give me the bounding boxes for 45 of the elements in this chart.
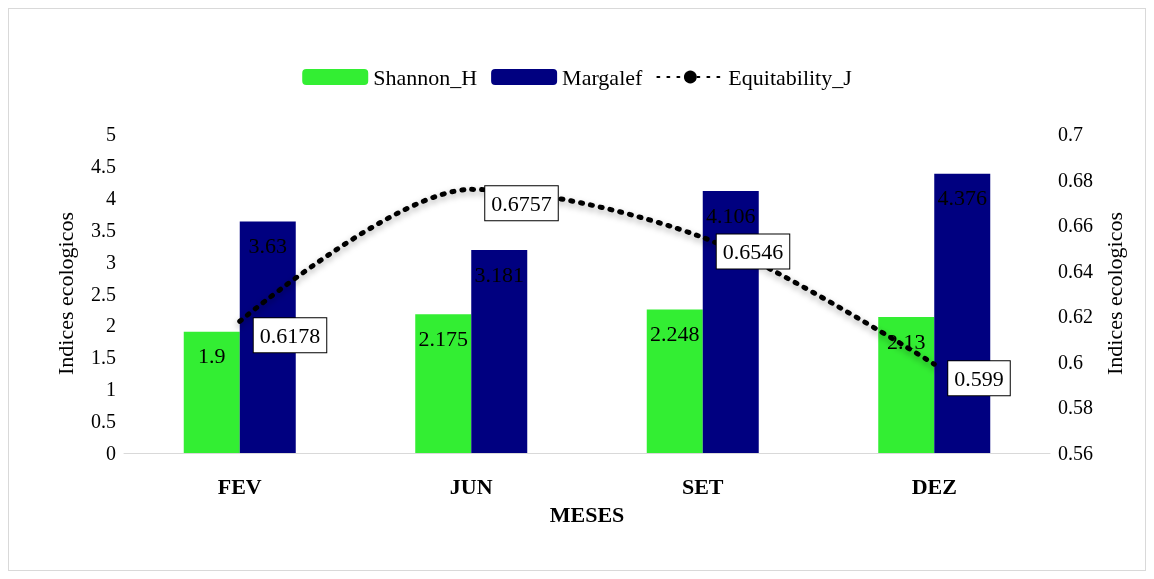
y-tick-label: 3 bbox=[106, 250, 116, 273]
y2-tick-label: 0.58 bbox=[1058, 396, 1093, 419]
x-tick-label: SET bbox=[681, 473, 724, 499]
y2-tick-label: 0.66 bbox=[1058, 214, 1093, 237]
y-tick-label: 0.5 bbox=[91, 410, 116, 433]
y-tick-label: 4.5 bbox=[91, 154, 116, 177]
y-tick-label: 2.5 bbox=[91, 282, 116, 305]
data-label: 0.6546 bbox=[722, 238, 784, 264]
y-tick-label: 5 bbox=[106, 123, 116, 145]
y2-tick-label: 0.6 bbox=[1058, 350, 1083, 373]
data-label: 0.599 bbox=[954, 365, 1004, 391]
y2-tick-label: 0.7 bbox=[1058, 123, 1083, 145]
data-label: 1.9 bbox=[198, 343, 226, 369]
y-axis-title: Indices ecologicos bbox=[52, 211, 78, 376]
y-tick-label: 4 bbox=[106, 186, 116, 209]
bar bbox=[471, 250, 528, 453]
y-tick-label: 1 bbox=[106, 378, 116, 401]
data-label: 0.6757 bbox=[491, 190, 552, 216]
x-tick-label: JUN bbox=[449, 473, 493, 499]
data-label: 3.63 bbox=[248, 232, 287, 258]
bar bbox=[183, 331, 240, 453]
data-label: 3.181 bbox=[474, 261, 524, 287]
data-label: 4.376 bbox=[937, 185, 987, 211]
y2-tick-label: 0.68 bbox=[1058, 168, 1093, 191]
y-tick-label: 0 bbox=[106, 442, 116, 464]
y2-tick-label: 0.62 bbox=[1058, 305, 1093, 328]
y2-axis-title: Indices ecologicos bbox=[1102, 211, 1128, 376]
x-tick-label: DEZ bbox=[911, 473, 957, 499]
legend-label: Margalef bbox=[562, 64, 644, 90]
x-tick-label: FEV bbox=[217, 473, 262, 499]
bar bbox=[415, 314, 472, 453]
y-tick-label: 2 bbox=[106, 314, 116, 337]
legend-label: Equitability_J bbox=[728, 64, 853, 90]
x-axis-title: MESES bbox=[549, 501, 625, 527]
y2-tick-label: 0.64 bbox=[1058, 259, 1093, 282]
bar bbox=[646, 309, 703, 453]
y-tick-label: 1.5 bbox=[91, 346, 116, 369]
bar bbox=[878, 317, 935, 453]
data-label: 2.175 bbox=[418, 325, 468, 351]
data-label: 4.106 bbox=[706, 202, 756, 228]
legend-label: Shannon_H bbox=[373, 64, 478, 90]
y-tick-label: 3.5 bbox=[91, 218, 116, 241]
data-label: 0.6178 bbox=[259, 322, 321, 348]
y2-tick-label: 0.56 bbox=[1058, 442, 1093, 464]
data-label: 2.248 bbox=[650, 321, 700, 347]
